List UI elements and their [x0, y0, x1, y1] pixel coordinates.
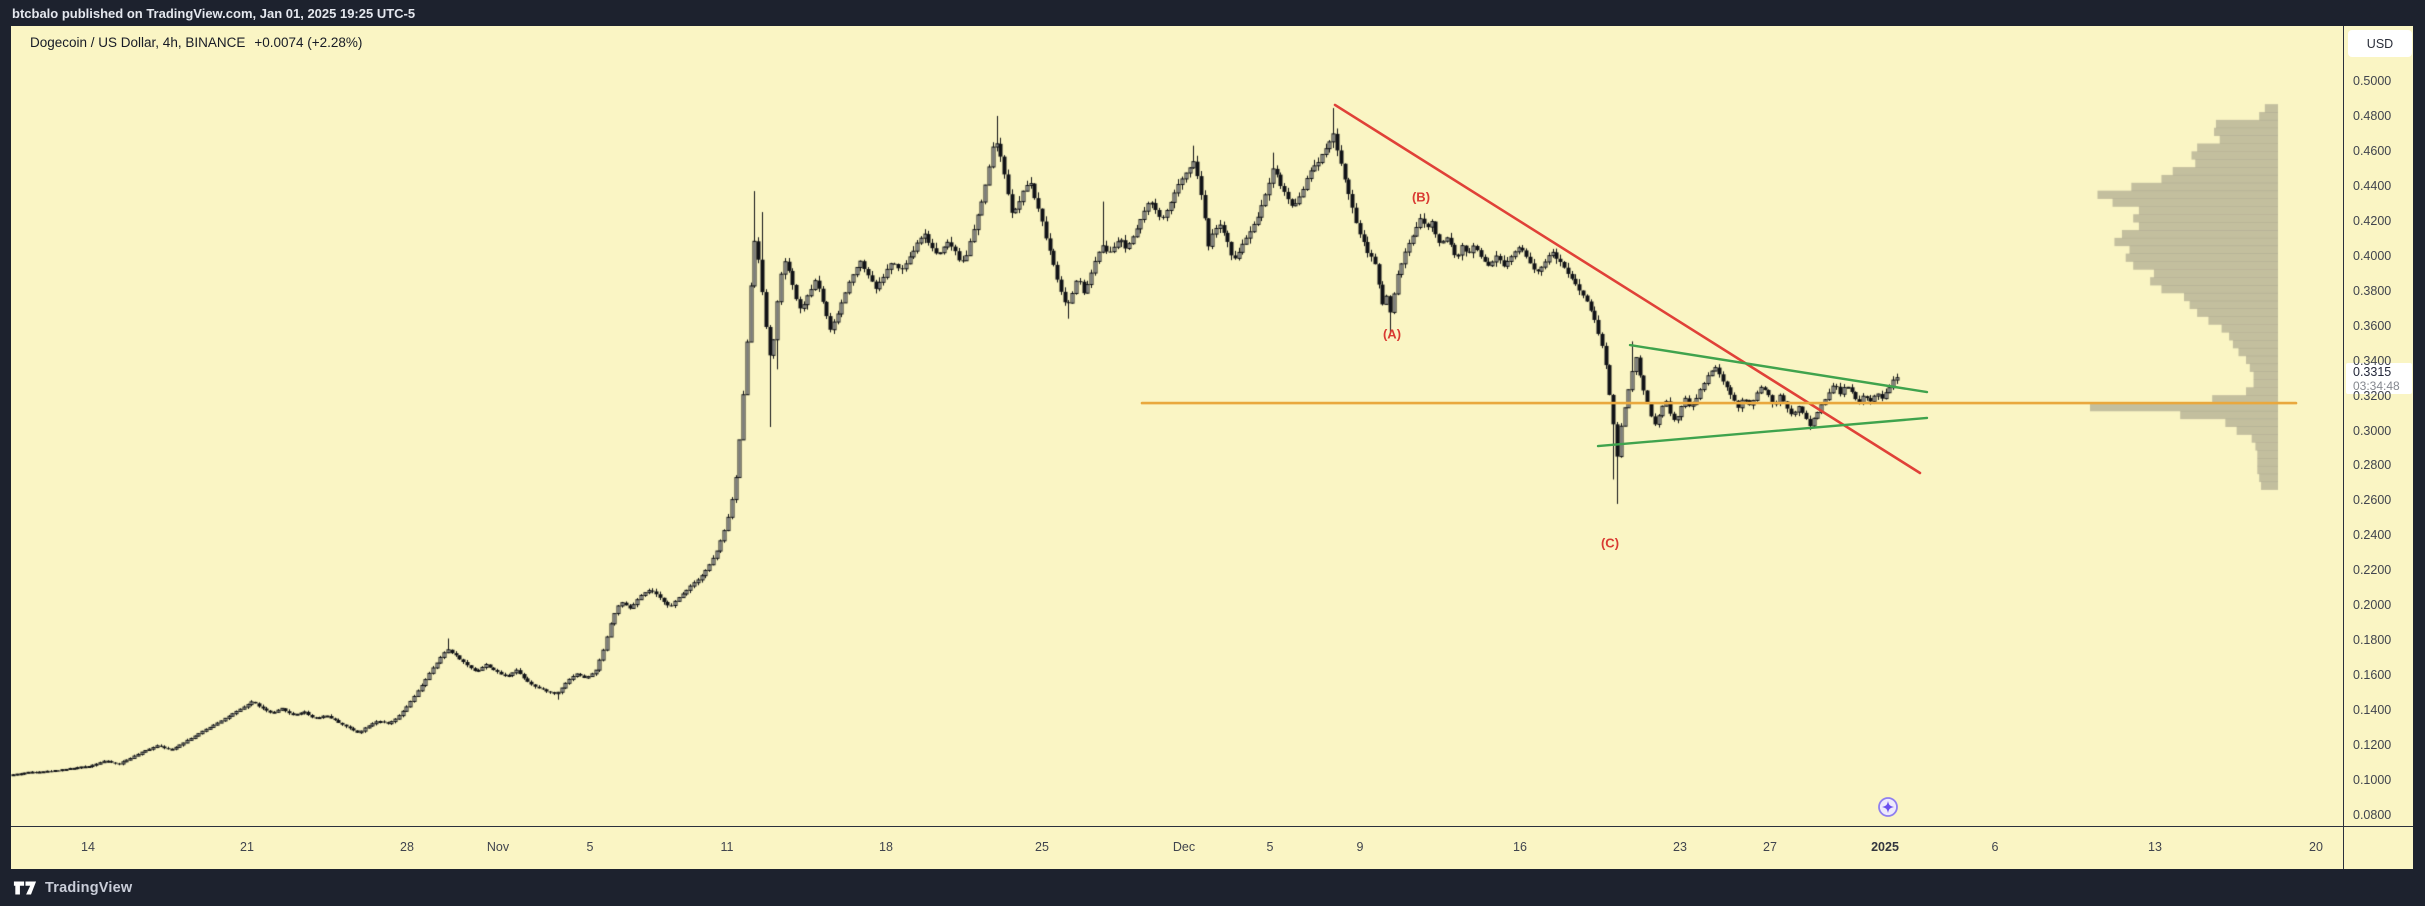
- price-tick-label: 0.5000: [2353, 74, 2392, 88]
- time-tick-label: 28: [400, 840, 414, 854]
- chart-header: Dogecoin / US Dollar, 4h, BINANCE +0.0074…: [30, 35, 362, 50]
- price-tick-label: 0.0800: [2353, 808, 2392, 822]
- symbol-title: Dogecoin / US Dollar, 4h, BINANCE: [30, 35, 246, 50]
- time-axis[interactable]: 14 21 28 Nov 5 11 18 25 Dec 5 9 16 23 27 2025 6 13 20: [11, 827, 2413, 869]
- footer-bar: TradingView: [0, 869, 2425, 906]
- time-tick-label: 27: [1763, 840, 1777, 854]
- price-change: +0.0074 (+2.28%): [254, 35, 363, 50]
- price-tick-label: 0.2400: [2353, 528, 2392, 543]
- sparkle-event-icon[interactable]: [1877, 796, 1899, 818]
- price-tick-label: 0.4400: [2353, 178, 2392, 193]
- time-tick-label: Dec: [1172, 840, 1196, 854]
- price-tick-label: 0.1400: [2353, 703, 2392, 718]
- price-tick-label: 0.4200: [2353, 213, 2392, 228]
- wave-label-b: (B): [1411, 189, 1431, 205]
- time-tick-label: 25: [1035, 840, 1049, 854]
- price-tick-label: 0.3600: [2353, 318, 2392, 333]
- price-tick-label: 0.2600: [2353, 493, 2392, 508]
- time-tick-label: 23: [1673, 840, 1687, 854]
- time-tick-label: 20: [2309, 840, 2323, 854]
- last-price-value: 0.3315: [2353, 364, 2392, 379]
- price-tick-label: 0.1600: [2353, 668, 2392, 683]
- chart-area: Dogecoin / US Dollar, 4h, BINANCE +0.0074…: [11, 26, 2413, 869]
- price-tick-label: 0.3200: [2353, 388, 2392, 403]
- wave-label-c: (C): [1600, 535, 1620, 551]
- price-tick-label: 0.2000: [2353, 598, 2392, 613]
- price-tick-label: 0.1800: [2353, 633, 2392, 648]
- price-tick-label: 0.2200: [2353, 563, 2392, 578]
- time-axis-line: [11, 826, 2413, 827]
- price-tick-label: 0.1000: [2353, 773, 2392, 788]
- bar-countdown: 03:34:48: [2353, 378, 2400, 393]
- time-tick-label: 6: [1991, 840, 1999, 854]
- price-tick-label: 0.4800: [2353, 108, 2392, 123]
- price-tick-label: 0.4600: [2353, 143, 2392, 158]
- tradingview-wordmark[interactable]: TradingView: [45, 879, 133, 896]
- price-tick-label: 0.3800: [2353, 283, 2392, 298]
- tradingview-logo-icon[interactable]: [13, 879, 37, 897]
- time-tick-label: 5: [586, 840, 594, 854]
- wave-label-a: (A): [1382, 326, 1402, 342]
- price-tick-label: 0.3000: [2353, 423, 2392, 438]
- time-tick-label: 5: [1266, 840, 1274, 854]
- time-tick-label: 14: [81, 840, 95, 854]
- candlestick-canvas[interactable]: [11, 26, 2413, 869]
- publish-bar: btcbalo published on TradingView.com, Ja…: [0, 0, 2425, 26]
- time-tick-label: 13: [2148, 840, 2162, 854]
- price-axis-line: [2343, 26, 2344, 869]
- time-tick-label: Nov: [486, 840, 510, 854]
- price-tick-label: 0.2800: [2353, 458, 2392, 473]
- publish-bar-text: btcbalo published on TradingView.com, Ja…: [12, 5, 416, 21]
- price-tick-label: 0.4000: [2353, 248, 2392, 263]
- time-tick-label: 21: [240, 840, 254, 854]
- price-axis[interactable]: USD 0.3315 03:34:48 0.5000 0.4800 0.4600 0.…: [2344, 26, 2413, 826]
- time-tick-label: 16: [1513, 840, 1527, 854]
- time-tick-label: 2025: [1871, 840, 1899, 854]
- last-price-label: 0.3315 03:34:48: [2346, 363, 2412, 394]
- currency-button[interactable]: USD: [2348, 30, 2412, 57]
- time-tick-label: 11: [720, 840, 734, 854]
- time-tick-label: 9: [1356, 840, 1364, 854]
- time-tick-label: 18: [879, 840, 893, 854]
- price-tick-label: 0.1200: [2353, 738, 2392, 753]
- price-tick-label: 0.3400: [2353, 353, 2392, 368]
